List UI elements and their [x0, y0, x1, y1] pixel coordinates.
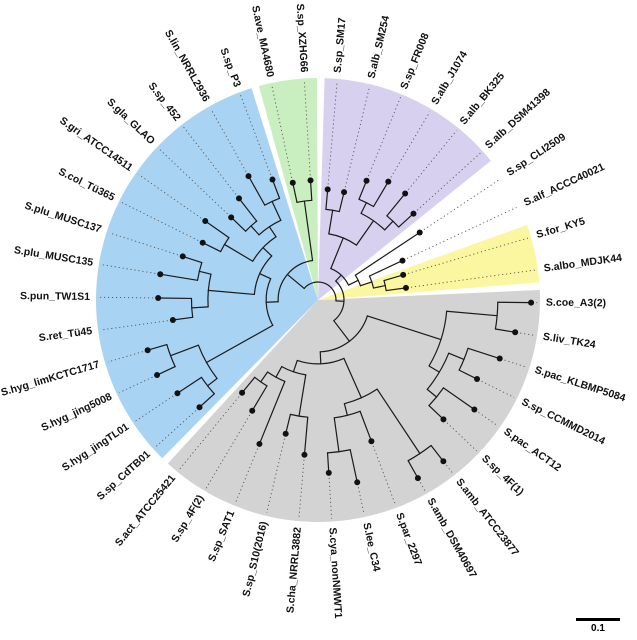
leaf-dot	[256, 440, 263, 447]
taxon-label: S.for_KY5	[535, 215, 587, 241]
leaf-dot	[269, 176, 276, 183]
taxon-label: S.alf_ACCC40021	[522, 161, 607, 209]
taxon-label: S.sp_S10(2016)	[240, 520, 270, 598]
leaf-dot	[512, 329, 519, 336]
leaf-dots	[144, 173, 535, 486]
leaf-guide-lines	[99, 81, 537, 519]
leaf-dot	[399, 257, 406, 264]
leaf-dot	[245, 173, 252, 180]
taxon-label: S.sp_4F(2)	[169, 493, 206, 545]
taxon-label: S.alb_DSM41398	[483, 86, 553, 151]
taxon-label: S.sp_XZHG66	[294, 3, 310, 73]
leaf-dot	[496, 355, 503, 362]
leaf-dot	[410, 210, 417, 217]
leaf-dot	[174, 390, 181, 397]
taxon-label: S.par_2297	[393, 511, 424, 567]
taxon-label: S.alb_BK325	[458, 70, 508, 127]
taxon-label: S.hyg_jing5008	[39, 391, 114, 434]
taxon-label: S.sp_CLI2509	[505, 131, 569, 179]
leaf-dot	[402, 190, 409, 197]
leaf-dot	[385, 178, 392, 185]
leaf-dot	[196, 404, 203, 411]
leaf-dot	[325, 469, 332, 476]
taxon-label: S.alb_SM254	[365, 14, 392, 79]
taxon-label: S.ave_MA4680	[249, 4, 276, 78]
leaf-dot	[440, 458, 447, 465]
leaf-dot	[179, 253, 186, 260]
leaf-dot	[341, 189, 348, 196]
taxon-label: S.amb_DSM40697	[424, 496, 479, 580]
taxon-label: S.sp_SM17	[332, 17, 349, 73]
taxon-label: S.lin_NRRL2936	[162, 28, 212, 104]
leaf-dot	[414, 475, 421, 482]
leaf-dot	[154, 372, 161, 379]
leaf-dot	[471, 406, 478, 413]
leaf-dot	[363, 177, 370, 184]
taxon-label: S.gri_ATCC14511	[57, 115, 135, 174]
taxon-label: S.sp_P3	[217, 46, 243, 89]
taxon-label: S.pac_ACT12	[501, 426, 563, 474]
taxon-label: S.hyg_jingTL01	[60, 421, 131, 474]
scale-bar-label: 0.1	[591, 623, 605, 634]
leaf-dot	[368, 438, 375, 445]
leaf-dot	[301, 451, 308, 458]
leaf-dot	[440, 416, 447, 423]
leaf-dot	[416, 229, 423, 236]
leaf-dot	[239, 389, 246, 396]
taxon-label: S.sp_FR008	[398, 31, 432, 91]
clade-wedge-purple	[318, 78, 491, 300]
taxon-label: S.sp_CCMMD2014	[520, 396, 608, 448]
taxon-label: S.plu_MUSC137	[23, 200, 103, 236]
clade-wedge-gray	[167, 289, 540, 522]
taxon-label: S.plu_MUSC135	[13, 244, 94, 269]
leaf-dot	[235, 195, 242, 202]
leaf-dot	[169, 317, 176, 324]
leaf-dot	[289, 179, 296, 186]
leaf-dot	[400, 271, 407, 278]
taxon-label: S.pac_KLBMP5084	[533, 364, 627, 404]
taxon-label: S.cha_NRRL3882	[284, 526, 303, 613]
scale-bar-line	[576, 618, 620, 621]
taxon-label: S.albo_MDJK44	[543, 252, 623, 275]
clade-wedges	[96, 78, 540, 522]
taxon-label: S.lee_C34	[360, 522, 382, 573]
clade-wedge-yellow	[318, 225, 540, 300]
taxon-label: S.coe_A3(2)	[546, 297, 606, 310]
leaf-dot	[157, 271, 164, 278]
leaf-dot	[228, 214, 235, 221]
taxon-label: S.pun_TW1S1	[20, 290, 90, 303]
taxon-label: S.gla_GLAO	[104, 96, 157, 147]
leaf-dot	[155, 295, 162, 302]
leaf-dot	[324, 186, 331, 193]
leaf-dot	[199, 239, 206, 246]
clade-wedge-green	[258, 78, 318, 300]
taxon-label: S.alb_J1074	[429, 49, 470, 107]
leaf-dot	[307, 177, 314, 184]
leaf-dot	[144, 347, 151, 354]
tree-branches	[147, 175, 532, 483]
taxon-label: S.sp_CdTB01	[95, 448, 153, 502]
taxon-label: S.col_Tü365	[56, 166, 116, 204]
taxon-label: S.ret_Tü45	[38, 325, 93, 344]
leaf-dot	[202, 218, 209, 225]
taxon-label: S.hyg_limKCTC1717	[0, 358, 101, 398]
leaf-dot	[474, 376, 481, 383]
taxon-label: S.liv_TK24	[542, 331, 597, 351]
taxon-label: S.sp_4F(1)	[479, 453, 526, 498]
scale-bar: 0.1	[575, 618, 621, 634]
taxon-label: S.sp_SAT1	[206, 509, 238, 564]
leaf-dot	[249, 407, 256, 414]
taxon-label: S.sp_452	[146, 80, 184, 123]
leaf-dot	[282, 430, 289, 437]
leaf-dot	[402, 284, 409, 291]
leaf-dot	[528, 299, 535, 306]
leaf-dot	[354, 479, 361, 486]
taxon-label: S.cya_nonNMWT1	[326, 527, 344, 619]
